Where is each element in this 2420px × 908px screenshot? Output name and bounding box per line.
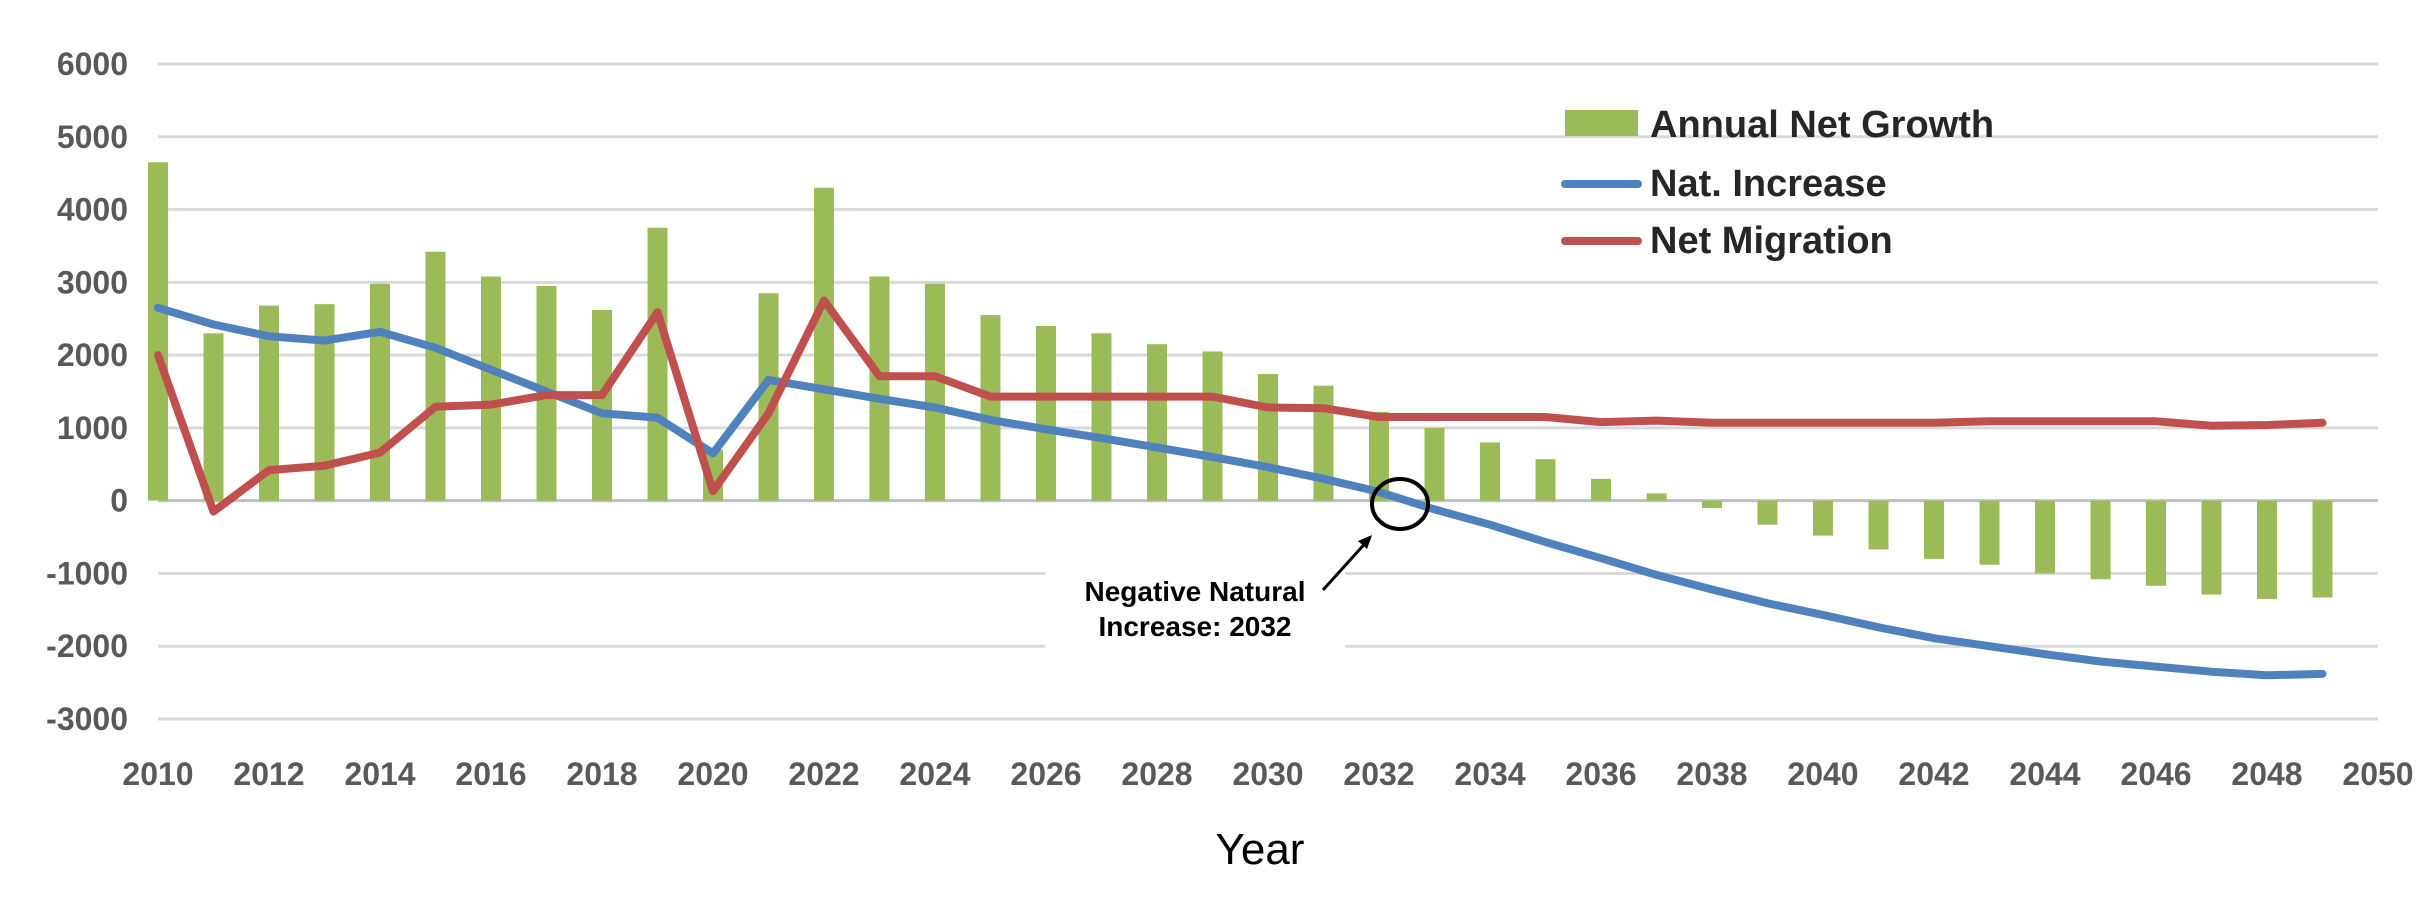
- legend-swatch-annual-net-growth: [1565, 110, 1638, 136]
- legend-label-annual-net-growth: Annual Net Growth: [1650, 104, 1994, 146]
- bar-annual-net-growth: [758, 293, 779, 501]
- x-tick-label: 2012: [233, 756, 304, 792]
- bar-annual-net-growth: [1313, 385, 1334, 501]
- bar-annual-net-growth: [1813, 500, 1833, 536]
- x-tick-label: 2020: [677, 756, 748, 792]
- bar-annual-net-growth: [2035, 500, 2055, 574]
- bar-annual-net-growth: [259, 305, 279, 501]
- bar-annual-net-growth: [1702, 500, 1722, 508]
- y-tick-label: -3000: [46, 701, 128, 737]
- y-tick-label: 0: [110, 483, 128, 519]
- bar-annual-net-growth: [1868, 500, 1889, 550]
- x-tick-label: 2030: [1232, 756, 1303, 792]
- x-axis-title: Year: [1216, 825, 1305, 874]
- bar-annual-net-growth: [425, 251, 446, 501]
- x-tick-label: 2014: [344, 756, 415, 792]
- x-tick-label: 2024: [899, 756, 970, 792]
- annotation-negative-natural-increase: Negative Natural Increase: 2032: [1045, 477, 1430, 653]
- bar-annual-net-growth: [1757, 500, 1778, 525]
- x-tick-label: 2036: [1565, 756, 1636, 792]
- line-series: [154, 296, 2327, 680]
- bar-annual-net-growth: [148, 162, 168, 501]
- bar-annual-net-growth: [592, 309, 612, 501]
- bar-annual-net-growth: [869, 276, 890, 501]
- bar-annual-net-growth: [647, 227, 668, 501]
- bar-annual-net-growth: [1591, 478, 1611, 501]
- legend-label-net-migration: Net Migration: [1650, 220, 1893, 262]
- x-tick-label: 2042: [1898, 756, 1969, 792]
- bar-annual-net-growth: [1202, 351, 1223, 501]
- bar-annual-net-growth: [1147, 344, 1167, 501]
- line-nat-increase: [154, 303, 2327, 680]
- annotation-text-line-1: Negative Natural: [1085, 576, 1306, 607]
- bar-annual-net-growth: [1369, 411, 1389, 501]
- bar-annual-net-growth: [2090, 500, 2111, 580]
- bar-annual-net-growth: [1036, 326, 1056, 501]
- legend-label-nat-increase: Nat. Increase: [1650, 163, 1887, 205]
- bar-annual-net-growth: [925, 283, 945, 501]
- x-tick-label: 2010: [122, 756, 193, 792]
- bar-annual-net-growth: [481, 276, 501, 501]
- y-tick-label: 6000: [57, 46, 128, 82]
- bar-annual-net-growth: [2201, 500, 2222, 595]
- bar-annual-net-growth: [1091, 333, 1112, 501]
- x-tick-label: 2022: [788, 756, 859, 792]
- legend: Annual Net Growth Nat. Increase Net Migr…: [1561, 104, 1994, 262]
- x-tick-label: 2044: [2009, 756, 2080, 792]
- x-tick-label: 2038: [1676, 756, 1747, 792]
- x-tick-label: 2034: [1454, 756, 1525, 792]
- line-net-migration: [154, 296, 2327, 516]
- bar-annual-net-growth: [1480, 442, 1500, 501]
- x-tick-label: 2040: [1787, 756, 1858, 792]
- y-tick-label: -1000: [46, 555, 128, 591]
- bar-annual-net-growth: [1646, 493, 1667, 501]
- y-axis-tick-labels: -3000 -2000 -1000 0 1000 2000 3000 4000 5000 6000: [46, 46, 128, 737]
- bar-annual-net-growth: [1535, 459, 1556, 501]
- x-tick-label: 2046: [2120, 756, 2191, 792]
- bar-annual-net-growth: [980, 315, 1001, 501]
- x-tick-label: 2032: [1343, 756, 1414, 792]
- bar-annual-net-growth: [814, 187, 834, 501]
- x-tick-label: 2026: [1010, 756, 1081, 792]
- y-tick-label: 3000: [57, 264, 128, 300]
- bar-annual-net-growth: [1979, 500, 2000, 565]
- bar-annual-net-growth: [1424, 427, 1445, 501]
- bar-annual-net-growth: [1924, 500, 1944, 559]
- y-tick-label: 1000: [57, 410, 128, 446]
- annotation-arrow: [1321, 536, 1372, 592]
- annotation-text-line-2: Increase: 2032: [1098, 611, 1291, 642]
- x-tick-label: 2048: [2231, 756, 2302, 792]
- x-axis-tick-labels: 2010 2012 2014 2016 2018 2020 2022 2024 2026 2028…: [122, 756, 2413, 792]
- bar-annual-net-growth: [2312, 500, 2333, 598]
- x-tick-label: 2018: [566, 756, 637, 792]
- bar-annual-net-growth: [314, 304, 335, 501]
- x-tick-label: 2016: [455, 756, 526, 792]
- bar-annual-net-growth: [2257, 500, 2277, 599]
- y-tick-label: 2000: [57, 337, 128, 373]
- bar-annual-net-growth: [203, 333, 224, 501]
- x-tick-label: 2050: [2342, 756, 2413, 792]
- annotation-circle: [1370, 477, 1430, 531]
- bar-annual-net-growth: [370, 283, 390, 501]
- x-tick-label: 2028: [1121, 756, 1192, 792]
- bar-annual-net-growth: [2146, 500, 2166, 586]
- y-tick-label: -2000: [46, 628, 128, 664]
- y-tick-label: 4000: [57, 192, 128, 228]
- bar-annual-net-growth: [1258, 374, 1278, 501]
- annotation-background: [1045, 563, 1345, 653]
- bar-series-annual-net-growth: [148, 162, 2333, 599]
- y-tick-label: 5000: [57, 119, 128, 155]
- annotation-arrow-head: [1358, 535, 1372, 549]
